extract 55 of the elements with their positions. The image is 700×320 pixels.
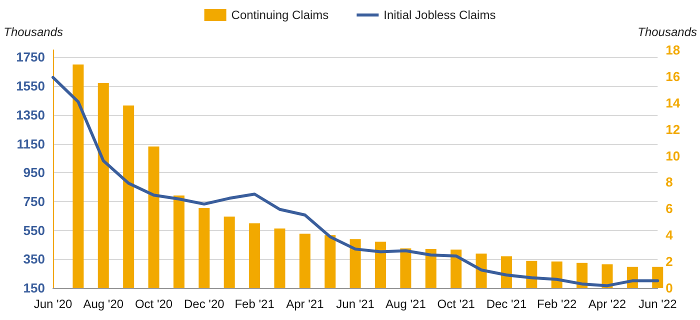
- x-tick-label: Oct '21: [437, 297, 476, 311]
- y2-tick-label: 8: [666, 174, 673, 190]
- y-tick-label: 750: [23, 194, 45, 209]
- bar: [72, 64, 84, 288]
- y2-tick-label: 12: [666, 122, 680, 137]
- x-tick-label: Jun '22: [638, 297, 678, 311]
- bar: [123, 106, 134, 288]
- bar: [476, 254, 487, 288]
- y-tick-label: 350: [23, 252, 45, 267]
- bar: [450, 250, 462, 288]
- y2-tick-label: 0: [666, 280, 673, 296]
- y-tick-label: 150: [23, 280, 45, 296]
- y-tick-label: 1750: [16, 50, 45, 65]
- y2-tick-label: 6: [666, 201, 673, 216]
- y2-tick-label: 2: [666, 254, 673, 270]
- x-tick-label: Dec '20: [184, 297, 225, 311]
- y2-tick-label: 4: [666, 228, 674, 243]
- bar: [274, 228, 286, 288]
- legend-label: Initial Jobless Claims: [384, 8, 496, 22]
- x-tick-label: Feb '22: [537, 297, 578, 311]
- x-tick-label: Feb '21: [234, 297, 275, 311]
- bar: [375, 242, 386, 288]
- bar: [173, 195, 184, 288]
- bar: [324, 235, 336, 288]
- bar: [400, 248, 412, 288]
- bar: [198, 208, 210, 288]
- legend-label: Continuing Claims: [231, 8, 329, 22]
- x-tick-label: Oct '20: [134, 297, 173, 311]
- x-tick-label: Apr '21: [286, 297, 324, 311]
- x-tick-label: Jun '20: [34, 297, 72, 311]
- y-tick-label: 1350: [16, 107, 45, 122]
- y2-tick-label: 16: [666, 68, 680, 84]
- bar: [148, 146, 160, 288]
- y-tick-label: 1150: [16, 136, 45, 152]
- y-tick-label: 550: [23, 222, 45, 238]
- x-tick-label: Apr '22: [588, 297, 626, 311]
- x-tick-label: Dec '21: [486, 297, 527, 311]
- bar: [249, 223, 260, 288]
- y-axis-title: Thousands: [4, 25, 63, 39]
- bar: [652, 266, 664, 288]
- x-tick-label: Jun '21: [336, 297, 375, 311]
- y2-tick-label: 18: [666, 42, 680, 58]
- bar: [98, 83, 109, 288]
- bar: [425, 248, 436, 288]
- y2-axis-title: Thousands: [638, 25, 697, 39]
- x-tick-label: Aug '21: [386, 297, 426, 311]
- y2-tick-label: 14: [666, 95, 681, 110]
- y2-tick-label: 10: [666, 148, 680, 164]
- y-tick-label: 1550: [16, 78, 45, 94]
- bar: [224, 216, 235, 288]
- line-series: [52, 76, 660, 288]
- bar: [299, 234, 310, 288]
- bar: [350, 239, 361, 288]
- y-tick-label: 950: [23, 165, 45, 180]
- x-tick-label: Aug '20: [83, 297, 124, 311]
